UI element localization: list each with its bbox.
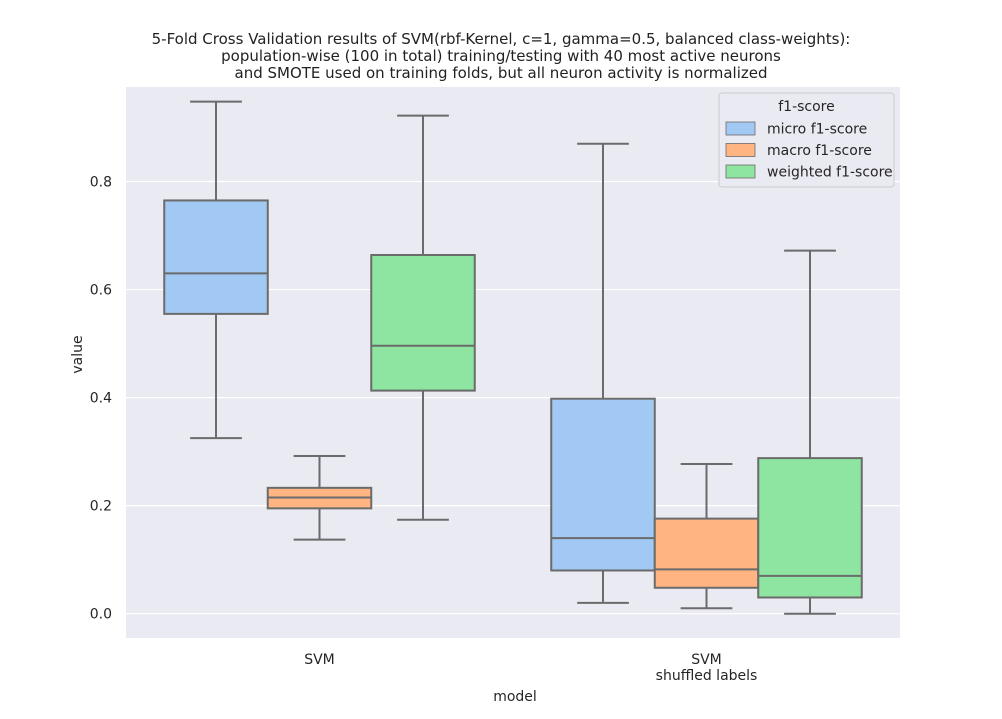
y-tick-label-0: 0.0: [90, 607, 112, 623]
legend-swatch-1: [725, 143, 756, 157]
legend-title: f1-score: [778, 99, 835, 115]
box-0-1: [266, 454, 373, 541]
legend-items: micro f1-score macro f1-score weighted f1-…: [725, 121, 893, 181]
x-axis-label: model: [493, 689, 537, 705]
chart-title-line-3: and SMOTE used on training folds, but al…: [234, 64, 768, 82]
box-1-0: [550, 142, 656, 604]
y-tick-label-3: 0.6: [90, 283, 112, 299]
legend-swatch-2: [725, 164, 756, 179]
x-tick-label-1-1: shuffled labels: [656, 668, 758, 684]
box-body-0-2: [370, 254, 476, 392]
legend-label-0: micro f1-score: [767, 122, 867, 138]
y-axis-label: value: [70, 335, 86, 373]
legend-frame: [718, 92, 895, 188]
boxes: [163, 100, 863, 615]
y-tick-label-1: 0.2: [90, 499, 112, 515]
box-body-1-0: [550, 397, 656, 572]
box-body-1-1: [653, 517, 760, 589]
legend-swatch-0: [725, 121, 756, 136]
legend-label-2: weighted f1-score: [767, 165, 893, 181]
x-tick-label-0-0: SVM: [304, 652, 335, 668]
chart-title-line-2: population-wise (100 in total) training/…: [221, 47, 781, 65]
y-tick-label-4: 0.8: [90, 175, 112, 191]
box-body-0-0: [163, 199, 269, 315]
box-1-2: [757, 249, 863, 615]
box-0-0: [163, 100, 269, 440]
legend-label-1: macro f1-score: [767, 143, 872, 159]
box-body-1-2: [757, 457, 863, 599]
legend: f1-score micro f1-score macro f1-score wei…: [718, 92, 895, 188]
y-tick-label-2: 0.4: [90, 391, 112, 407]
box-0-2: [370, 114, 476, 521]
y-tick-labels: 0.0 0.2 0.4 0.6 0.8: [90, 175, 112, 623]
box-1-1: [653, 463, 760, 610]
chart-title-line-1: 5-Fold Cross Validation results of SVM(r…: [151, 30, 851, 48]
x-tick-label-1-0: SVM: [691, 652, 722, 668]
